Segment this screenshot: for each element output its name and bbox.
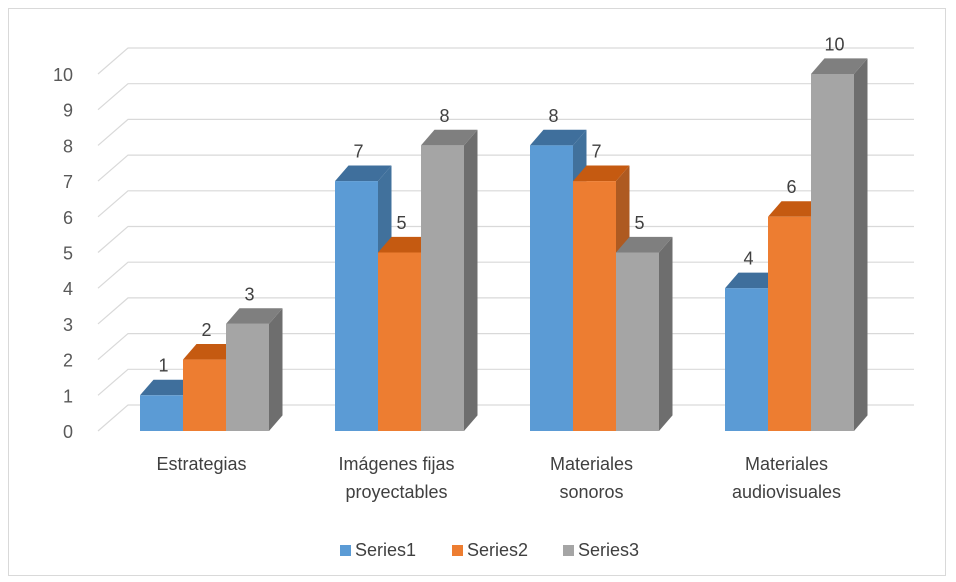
data-label: 3 (244, 284, 254, 304)
category-label: Materiales (550, 454, 633, 474)
bar-front (725, 288, 768, 431)
y-tick-label: 5 (63, 244, 73, 264)
legend-swatch (563, 545, 574, 556)
category-label: sonoros (559, 482, 623, 502)
data-label: 5 (396, 213, 406, 233)
bar-side (269, 308, 283, 431)
data-label: 1 (158, 356, 168, 376)
category-label: Materiales (745, 454, 828, 474)
y-axis-ticks: 0 1 2 3 4 5 6 7 8 9 10 (53, 65, 73, 442)
y-tick-label: 3 (63, 315, 73, 335)
y-tick-label: 10 (53, 65, 73, 85)
gridline (97, 225, 914, 253)
bar-front (530, 145, 573, 431)
bar-top (530, 129, 587, 146)
data-label: 8 (548, 106, 558, 126)
data-label: 7 (591, 142, 601, 162)
y-tick-label: 1 (63, 386, 73, 406)
y-tick-label: 2 (63, 351, 73, 371)
bar-top (768, 201, 825, 217)
bar-front (421, 145, 464, 431)
category-label: audiovisuales (732, 482, 841, 502)
bar-front (811, 74, 854, 431)
data-label: 10 (824, 34, 844, 54)
gridline (97, 154, 914, 182)
bar-side (659, 236, 673, 431)
bar-side (464, 129, 478, 432)
bar-front (616, 252, 659, 431)
gridline (97, 118, 914, 146)
bar-front (226, 323, 269, 431)
category-label: proyectables (345, 482, 447, 502)
legend-label: Series2 (467, 540, 528, 560)
bar (811, 58, 868, 432)
bar-top (183, 344, 240, 360)
bar-side (854, 58, 868, 432)
y-tick-label: 0 (63, 422, 73, 442)
bar (226, 308, 283, 431)
bar-top (140, 379, 197, 396)
legend-label: Series1 (355, 540, 416, 560)
x-axis-categories: Estrategias Imágenes fijas proyectables Mat… (156, 454, 841, 502)
y-tick-label: 8 (63, 136, 73, 156)
category-label: Estrategias (156, 454, 246, 474)
data-label: 7 (353, 142, 363, 162)
legend-item: Series1 (340, 540, 416, 560)
bar-top (811, 58, 868, 74)
bar-top (421, 129, 478, 146)
bar-front (183, 359, 226, 431)
gridline (97, 190, 914, 218)
bar-top (725, 272, 782, 289)
bar-top (616, 236, 673, 253)
bar-top (226, 308, 283, 324)
legend-item: Series3 (563, 540, 639, 560)
bar-front (378, 252, 421, 431)
data-label: 4 (743, 249, 753, 269)
data-labels: 1 2 3 7 5 8 8 7 5 4 6 10 (158, 34, 844, 375)
legend: Series1 Series2 Series3 (340, 540, 639, 560)
bar-top (335, 165, 392, 182)
y-tick-label: 4 (63, 279, 73, 299)
bar-front (573, 181, 616, 431)
data-label: 2 (201, 320, 211, 340)
gridline (97, 47, 914, 75)
bar-front (335, 181, 378, 431)
bar-front (140, 395, 183, 431)
data-label: 8 (439, 106, 449, 126)
y-tick-label: 7 (63, 172, 73, 192)
data-label: 5 (634, 213, 644, 233)
data-label: 6 (786, 177, 796, 197)
legend-swatch (452, 545, 463, 556)
bars (140, 58, 868, 432)
bar (616, 236, 673, 431)
bar-top (573, 165, 630, 182)
bar (421, 129, 478, 432)
legend-item: Series2 (452, 540, 528, 560)
y-tick-label: 6 (63, 208, 73, 228)
category-label: Imágenes fijas (338, 454, 454, 474)
bar-top (378, 236, 435, 253)
gridline (97, 83, 914, 111)
bar-front (768, 216, 811, 431)
y-tick-label: 9 (63, 101, 73, 121)
legend-label: Series3 (578, 540, 639, 560)
legend-swatch (340, 545, 351, 556)
